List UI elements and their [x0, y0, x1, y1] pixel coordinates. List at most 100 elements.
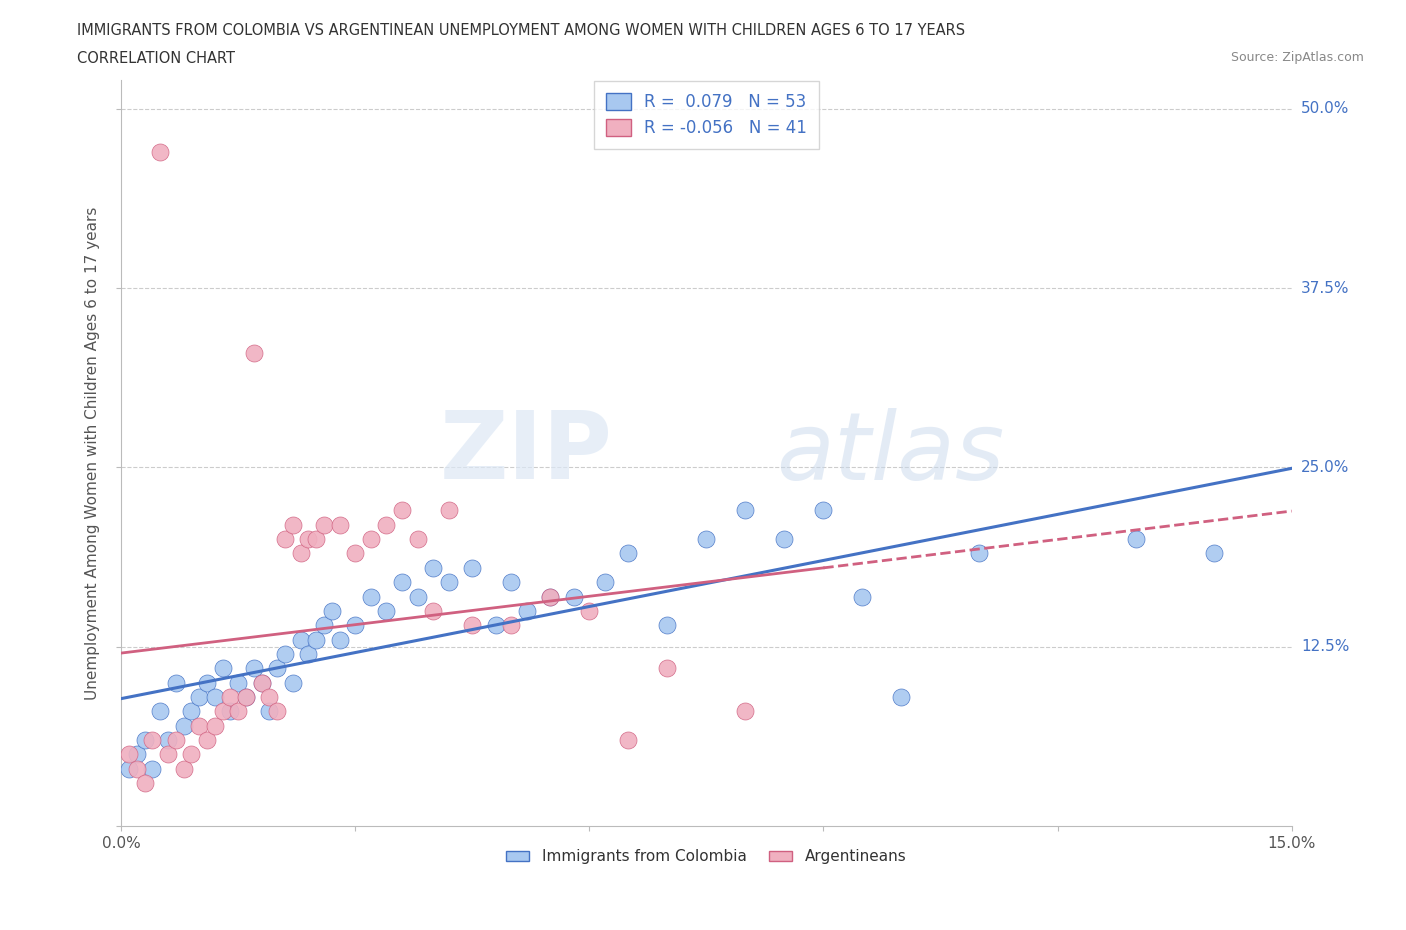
Point: [593, 575, 616, 590]
Point: [219, 689, 242, 704]
Point: [180, 747, 202, 762]
Point: [274, 646, 297, 661]
Point: [501, 575, 523, 590]
Point: [312, 517, 335, 532]
Point: [890, 689, 912, 704]
Point: [173, 718, 195, 733]
Text: Source: ZipAtlas.com: Source: ZipAtlas.com: [1230, 51, 1364, 64]
Point: [204, 689, 226, 704]
Point: [312, 618, 335, 632]
Point: [180, 704, 202, 719]
Point: [149, 704, 172, 719]
Point: [173, 761, 195, 776]
Point: [391, 575, 413, 590]
Point: [226, 675, 249, 690]
Point: [141, 733, 163, 748]
Point: [391, 503, 413, 518]
Point: [118, 747, 141, 762]
Point: [219, 704, 242, 719]
Point: [329, 632, 352, 647]
Point: [360, 532, 382, 547]
Point: [235, 689, 257, 704]
Point: [305, 532, 328, 547]
Text: 12.5%: 12.5%: [1301, 639, 1350, 654]
Point: [149, 144, 172, 159]
Text: 25.0%: 25.0%: [1301, 460, 1350, 475]
Point: [266, 704, 288, 719]
Point: [165, 675, 187, 690]
Point: [226, 704, 249, 719]
Point: [657, 661, 679, 676]
Point: [290, 546, 312, 561]
Text: IMMIGRANTS FROM COLOMBIA VS ARGENTINEAN UNEMPLOYMENT AMONG WOMEN WITH CHILDREN A: IMMIGRANTS FROM COLOMBIA VS ARGENTINEAN …: [77, 23, 966, 38]
Text: 50.0%: 50.0%: [1301, 101, 1350, 116]
Point: [461, 561, 484, 576]
Point: [422, 604, 444, 618]
Point: [406, 589, 429, 604]
Point: [375, 604, 398, 618]
Point: [406, 532, 429, 547]
Point: [657, 618, 679, 632]
Point: [211, 661, 233, 676]
Point: [1202, 546, 1225, 561]
Point: [125, 761, 148, 776]
Point: [422, 561, 444, 576]
Point: [297, 646, 319, 661]
Point: [578, 604, 600, 618]
Point: [274, 532, 297, 547]
Point: [141, 761, 163, 776]
Point: [329, 517, 352, 532]
Point: [360, 589, 382, 604]
Point: [538, 589, 561, 604]
Text: 37.5%: 37.5%: [1301, 281, 1350, 296]
Point: [773, 532, 796, 547]
Point: [188, 718, 211, 733]
Point: [305, 632, 328, 647]
Point: [344, 618, 367, 632]
Point: [250, 675, 273, 690]
Point: [297, 532, 319, 547]
Point: [516, 604, 538, 618]
Point: [501, 618, 523, 632]
Point: [195, 675, 218, 690]
Point: [485, 618, 508, 632]
Point: [259, 704, 281, 719]
Point: [235, 689, 257, 704]
Point: [734, 704, 756, 719]
Text: CORRELATION CHART: CORRELATION CHART: [77, 51, 235, 66]
Text: atlas: atlas: [776, 407, 1005, 498]
Point: [134, 733, 156, 748]
Point: [617, 733, 640, 748]
Point: [1125, 532, 1147, 547]
Point: [156, 747, 179, 762]
Point: [734, 503, 756, 518]
Point: [344, 546, 367, 561]
Point: [250, 675, 273, 690]
Point: [617, 546, 640, 561]
Point: [156, 733, 179, 748]
Point: [321, 604, 343, 618]
Legend: Immigrants from Colombia, Argentineans: Immigrants from Colombia, Argentineans: [501, 844, 912, 870]
Point: [118, 761, 141, 776]
Point: [211, 704, 233, 719]
Point: [125, 747, 148, 762]
Point: [281, 517, 304, 532]
Point: [266, 661, 288, 676]
Point: [188, 689, 211, 704]
Point: [969, 546, 991, 561]
Point: [259, 689, 281, 704]
Point: [165, 733, 187, 748]
Point: [290, 632, 312, 647]
Point: [813, 503, 835, 518]
Point: [281, 675, 304, 690]
Point: [204, 718, 226, 733]
Point: [538, 589, 561, 604]
Point: [562, 589, 585, 604]
Point: [195, 733, 218, 748]
Point: [134, 776, 156, 790]
Y-axis label: Unemployment Among Women with Children Ages 6 to 17 years: Unemployment Among Women with Children A…: [86, 206, 100, 699]
Point: [695, 532, 717, 547]
Point: [243, 661, 266, 676]
Text: ZIP: ZIP: [440, 407, 613, 499]
Point: [461, 618, 484, 632]
